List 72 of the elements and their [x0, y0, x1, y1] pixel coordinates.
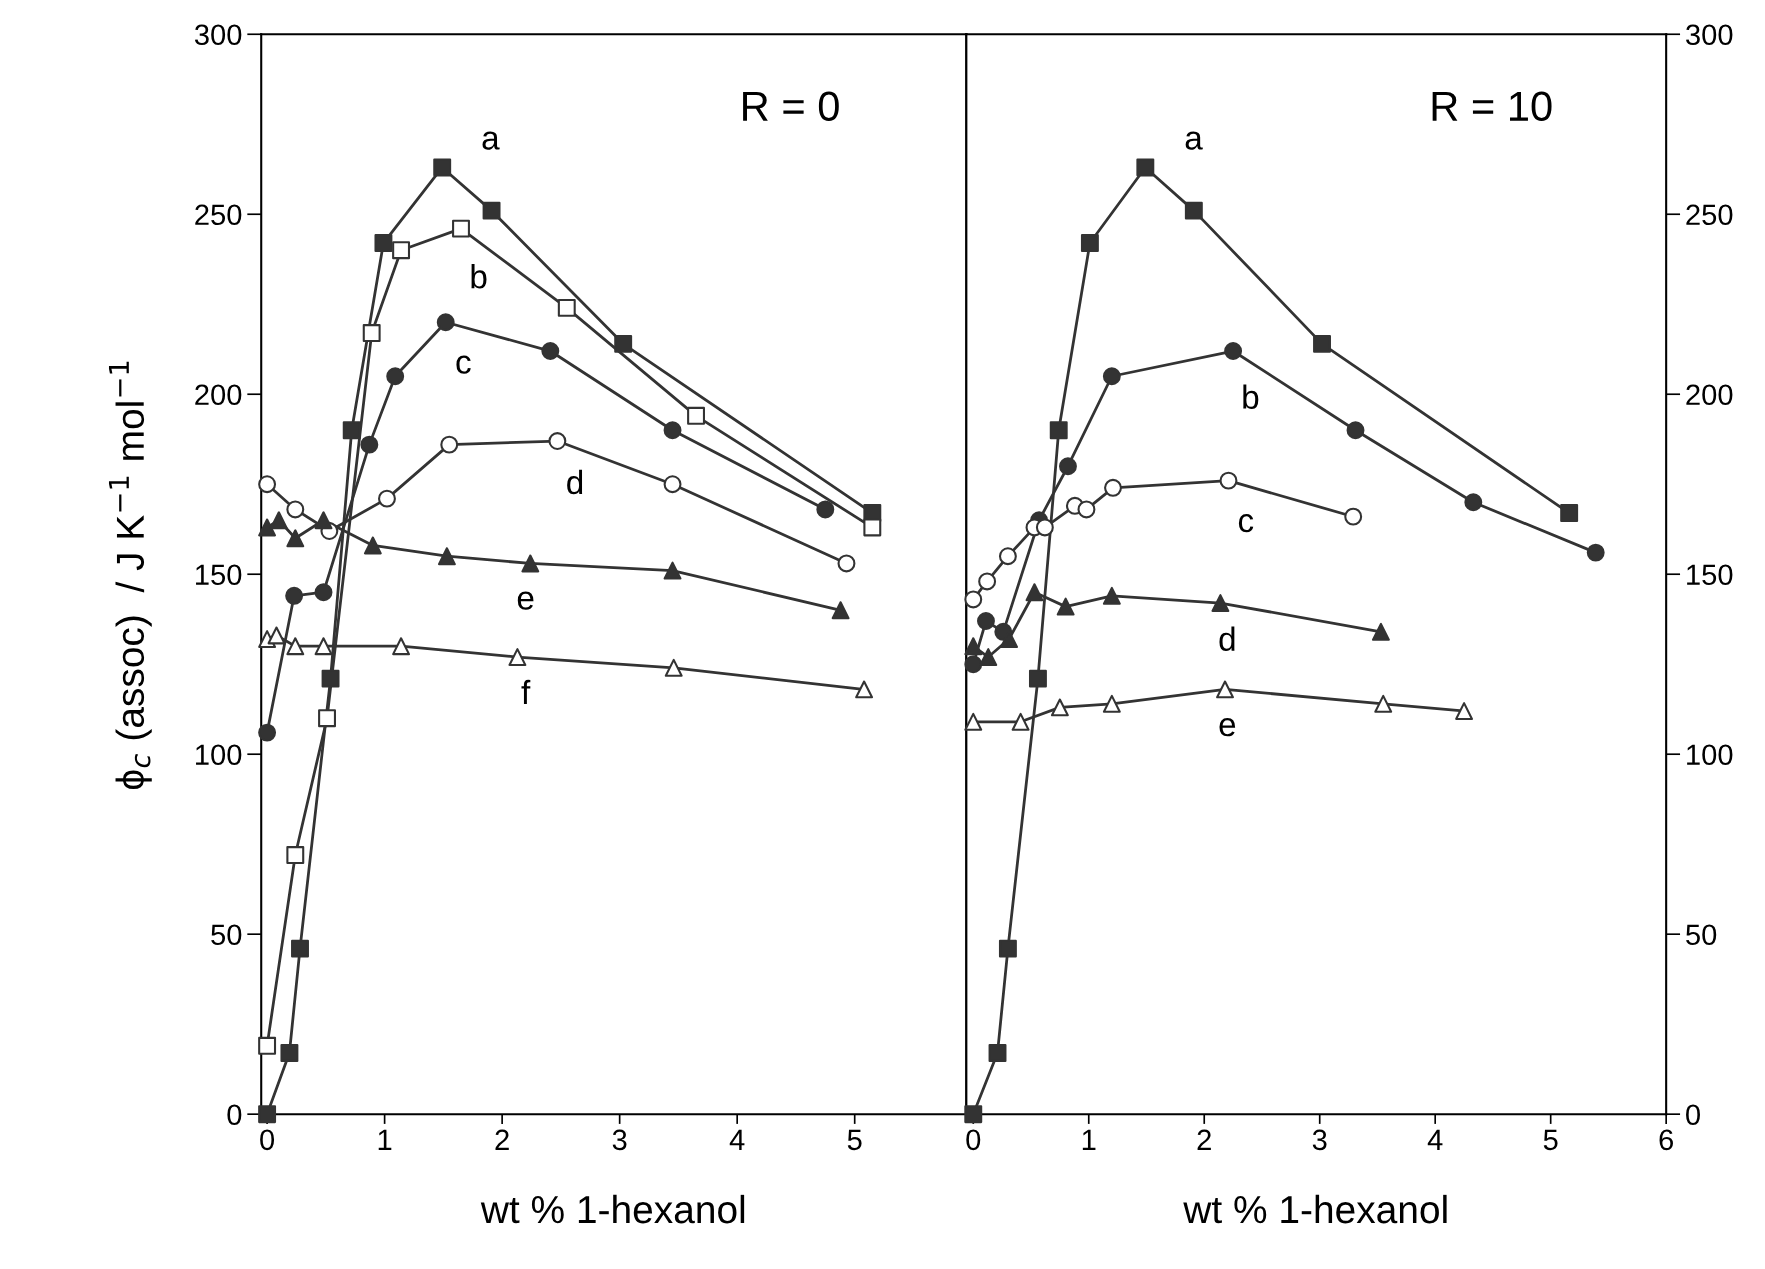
y-tick-label: 100 — [1687, 744, 1733, 766]
point — [267, 626, 286, 645]
annotation: d — [1219, 626, 1235, 651]
y-tick-label: 300 — [194, 24, 242, 46]
x-tick-label: 2 — [1197, 1129, 1211, 1150]
y-tick-label: 300 — [1686, 24, 1733, 46]
point — [964, 712, 983, 731]
point — [1011, 712, 1030, 731]
x-tick-label: 0 — [966, 1129, 981, 1151]
x-tick-label: 0 — [260, 1129, 275, 1151]
annotation: c — [1238, 514, 1254, 533]
point — [286, 529, 305, 548]
point — [831, 601, 850, 620]
annotation: f — [521, 679, 531, 704]
x-tick-label: 6 — [1659, 1129, 1673, 1151]
point — [314, 511, 333, 530]
point — [1102, 694, 1121, 713]
x-axis-title: wt % 1-hexanol — [480, 1194, 745, 1224]
y-axis-title: ϕ$_{c}$ (assoc) / J K$^{−1}$ mol$^{−1}$ — [108, 361, 152, 790]
point — [1455, 702, 1474, 720]
annotation: b — [471, 264, 487, 289]
point — [314, 637, 333, 656]
annotation: e — [1219, 718, 1236, 737]
annotation: a — [1185, 131, 1203, 150]
point — [663, 561, 682, 580]
y-tick-label: 150 — [196, 564, 242, 586]
y-tick-label: 250 — [1686, 204, 1733, 226]
x-tick-label: 1 — [1082, 1129, 1096, 1150]
annotation: R = 0 — [743, 91, 839, 122]
y-tick-label: 250 — [195, 204, 242, 226]
annotation: a — [482, 131, 500, 150]
point — [1050, 698, 1069, 717]
x-tick-label: 5 — [847, 1129, 862, 1151]
x-tick-label: 4 — [1427, 1129, 1443, 1150]
y-tick-label: 200 — [1686, 384, 1733, 406]
point — [664, 658, 683, 677]
point — [269, 511, 288, 530]
point — [521, 554, 540, 573]
annotation: c — [456, 355, 471, 374]
y-tick-label: 200 — [195, 384, 242, 406]
point — [964, 637, 983, 656]
point — [1211, 594, 1230, 612]
point — [286, 637, 305, 656]
annotation: R = 10 — [1432, 91, 1552, 122]
point — [1025, 583, 1044, 602]
point — [1056, 597, 1075, 616]
point — [363, 536, 382, 555]
y-tick-label: 50 — [211, 924, 242, 946]
y-tick-label: 0 — [227, 1104, 242, 1126]
point — [258, 518, 277, 537]
y-tick-label: 0 — [1686, 1104, 1700, 1126]
x-tick-label: 4 — [729, 1129, 745, 1150]
y-tick-label: 50 — [1686, 924, 1717, 946]
annotation: d — [567, 469, 583, 495]
point — [855, 680, 874, 699]
x-tick-label: 2 — [495, 1129, 509, 1150]
x-axis-title: wt % 1-hexanol — [1183, 1194, 1447, 1224]
annotation: e — [517, 591, 534, 610]
x-tick-label: 3 — [612, 1129, 627, 1151]
y-tick-label: 100 — [196, 744, 242, 766]
y-tick-label: 150 — [1687, 564, 1733, 586]
point — [437, 547, 456, 566]
point — [1371, 622, 1390, 641]
annotation: b — [1243, 384, 1259, 409]
point — [1216, 680, 1234, 699]
x-tick-label: 5 — [1543, 1129, 1558, 1151]
x-tick-label: 1 — [378, 1129, 392, 1150]
point — [392, 637, 411, 656]
point — [979, 648, 998, 666]
x-tick-label: 3 — [1312, 1129, 1327, 1151]
point — [1102, 586, 1121, 605]
point — [1374, 694, 1393, 713]
